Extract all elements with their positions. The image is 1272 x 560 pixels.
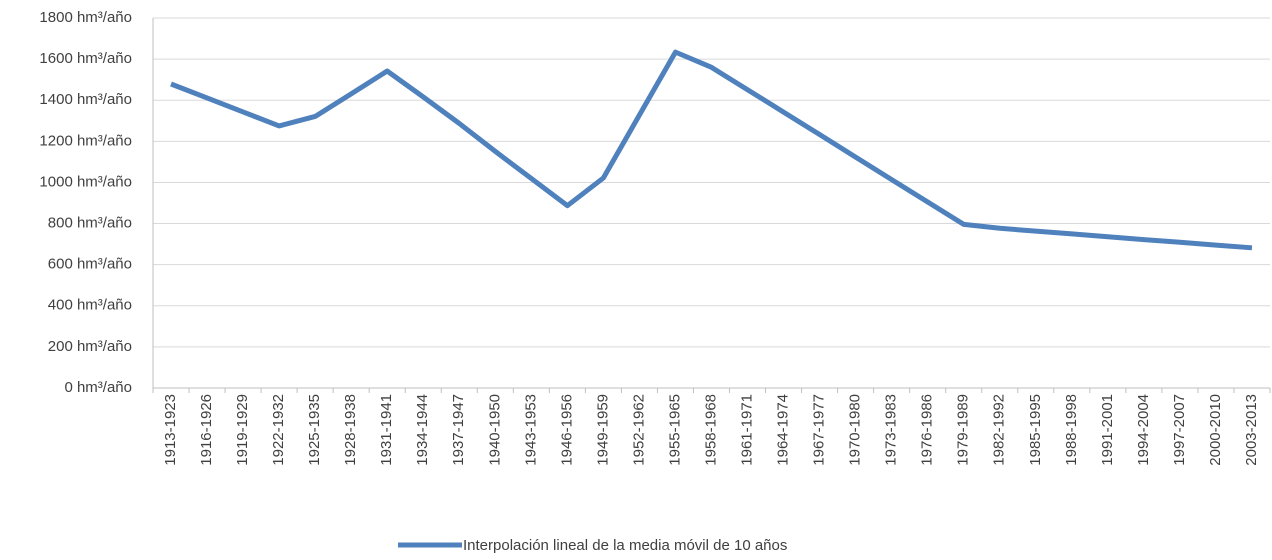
x-tick-label: 1991-2001 <box>1099 394 1116 466</box>
y-tick-label: 1000 hm³/año <box>39 173 132 190</box>
y-tick-label: 200 hm³/año <box>48 338 132 355</box>
x-tick-label: 1925-1935 <box>306 394 323 466</box>
y-tick-label: 600 hm³/año <box>48 256 132 273</box>
x-tick-label: 1994-2004 <box>1135 394 1152 466</box>
x-tick-label: 1955-1965 <box>666 394 683 466</box>
x-tick-label: 1997-2007 <box>1171 394 1188 466</box>
x-tick-label: 1961-1971 <box>739 394 756 466</box>
line-series <box>170 49 1253 251</box>
x-tick-label: 1952-1962 <box>630 394 647 466</box>
y-tick-label: 800 hm³/año <box>48 215 132 232</box>
x-tick-label: 1931-1941 <box>378 394 395 466</box>
y-tick-label: 0 hm³/año <box>64 379 132 396</box>
x-tick-label: 1934-1944 <box>414 394 431 466</box>
y-tick-label: 1400 hm³/año <box>39 91 132 108</box>
x-tick-label: 1919-1929 <box>234 394 251 466</box>
x-tick-label: 1937-1947 <box>450 394 467 466</box>
x-tick-label: 1949-1959 <box>594 394 611 466</box>
x-tick-label: 1946-1956 <box>558 394 575 466</box>
y-tick-label: 400 hm³/año <box>48 297 132 314</box>
x-tick-label: 1958-1968 <box>702 394 719 466</box>
x-tick-label: 1916-1926 <box>198 394 215 466</box>
x-tick-label: 1940-1950 <box>486 394 503 466</box>
x-tick-label: 1988-1998 <box>1063 394 1080 466</box>
x-tick-label: 1979-1989 <box>955 394 972 466</box>
x-tick-label: 1985-1995 <box>1027 394 1044 466</box>
x-tick-label: 2000-2010 <box>1207 394 1224 466</box>
y-tick-label: 1600 hm³/año <box>39 50 132 67</box>
x-tick-label: 1913-1923 <box>162 394 179 466</box>
x-tick-label: 1943-1953 <box>522 394 539 466</box>
x-tick-label: 2003-2013 <box>1243 394 1260 466</box>
legend-label: Interpolación lineal de la media móvil d… <box>463 537 787 554</box>
y-tick-label: 1200 hm³/año <box>39 132 132 149</box>
x-tick-label: 1928-1938 <box>342 394 359 466</box>
x-tick-label: 1982-1992 <box>991 394 1008 466</box>
y-tick-label: 1800 hm³/año <box>39 9 132 26</box>
x-tick-label: 1967-1977 <box>811 394 828 466</box>
x-tick-label: 1964-1974 <box>775 394 792 466</box>
x-tick-label: 1922-1932 <box>270 394 287 466</box>
x-tick-label: 1970-1980 <box>847 394 864 466</box>
x-tick-label: 1973-1983 <box>883 394 900 466</box>
x-tick-label: 1976-1986 <box>919 394 936 466</box>
